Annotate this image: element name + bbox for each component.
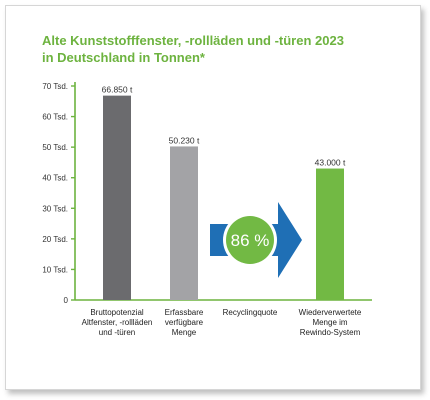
category-label-line: Bruttopotenzial <box>90 308 144 317</box>
category-label-line: Altfenster, -rollläden <box>82 318 153 327</box>
recycling-rate-graphic: 86 % <box>210 202 302 278</box>
y-tick-label: 0 <box>64 296 69 305</box>
y-tick-label: 10 Tsd. <box>42 265 68 274</box>
category-label-line: Rewindo-System <box>300 328 361 337</box>
category-label: Erfassbare verfügbare Menge <box>165 308 204 337</box>
chart-title-line-2: in Deutschland in Tonnen* <box>42 50 205 65</box>
y-tick-label: 30 Tsd. <box>42 204 68 213</box>
category-label: Wiederverwertete Menge im Rewindo-System <box>299 308 362 337</box>
bar <box>316 168 344 300</box>
bar-value-label: 50.230 t <box>169 135 200 145</box>
category-label-line: Recyclingquote <box>223 308 278 317</box>
rate-circle <box>226 216 274 264</box>
bars: 66.850 t 50.230 t 43.000 t <box>102 85 346 300</box>
y-tick-label: 40 Tsd. <box>42 174 68 183</box>
category-label-line: Erfassbare <box>165 308 204 317</box>
recycling-rate-label: 86 % <box>231 231 270 250</box>
category-label: Bruttopotenzial Altfenster, -rollläden und… <box>82 308 153 337</box>
category-labels: Bruttopotenzial Altfenster, -rollläden und… <box>82 308 362 337</box>
y-tick-label: 20 Tsd. <box>42 235 68 244</box>
chart-title: Alte Kunststofffenster, -rollläden und -… <box>42 32 402 66</box>
category-label-line: und -türen <box>99 328 135 337</box>
y-tick-label: 70 Tsd. <box>42 82 68 91</box>
chart-title-line-1: Alte Kunststofffenster, -rollläden und -… <box>42 33 344 48</box>
bar <box>170 146 198 300</box>
bar-value-label: 66.850 t <box>102 85 133 95</box>
bar-value-label: 43.000 t <box>315 158 346 168</box>
y-tick-label: 60 Tsd. <box>42 113 68 122</box>
category-label-line: Wiederverwertete <box>299 308 362 317</box>
category-label-line: verfügbare <box>165 318 204 327</box>
y-tick-label: 50 Tsd. <box>42 143 68 152</box>
category-label-line: Menge im <box>312 318 347 327</box>
category-label: Recyclingquote <box>223 308 278 317</box>
category-label-line: Menge <box>172 328 197 337</box>
bar <box>103 95 131 300</box>
